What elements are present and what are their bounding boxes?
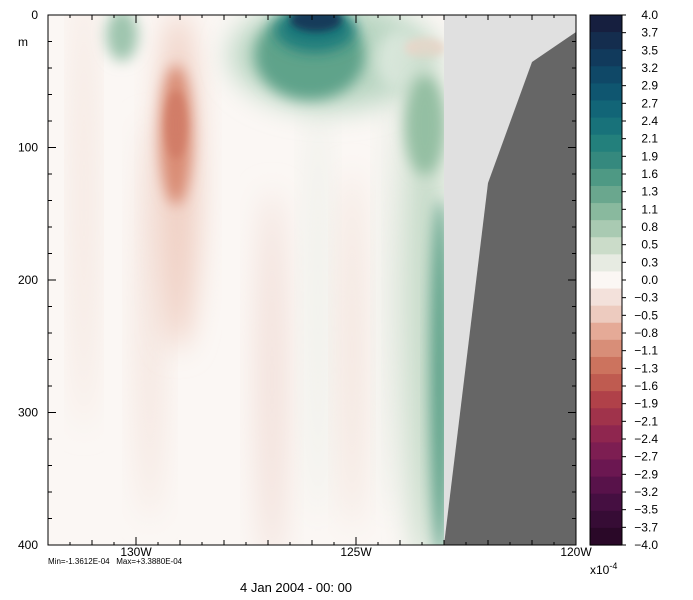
date-label: 4 Jan 2004 - 00: 00 [240,580,352,595]
field-streak [380,80,400,520]
colorbar-label: 0.8 [641,220,658,234]
field-column-top [405,75,445,175]
colorbar-label: 1.9 [641,149,658,163]
colorbar-segment [590,459,622,478]
colorbar-label: 3.2 [641,61,658,75]
colorbar-segment [590,117,622,136]
field-streak [74,15,94,430]
colorbar-label: −1.1 [634,344,658,358]
field-positive-max [290,15,342,32]
colorbar-label: −3.7 [634,520,658,534]
y-tick-label: 0 [31,8,38,22]
colorbar-label: −2.9 [634,467,658,481]
field-streak [256,190,288,545]
colorbar-segment [590,356,622,375]
stats-label: Min=-1.3612E-04 Max=+3.3880E-04 [48,557,183,566]
colorbar-label: 0.5 [641,238,658,252]
colorbar-label: 2.9 [641,79,658,93]
colorbar-label: 0.3 [641,255,658,269]
colorbar-label: 1.1 [641,202,658,216]
y-axis: 0 100 200 300 400 [18,8,576,552]
field-streak [306,80,330,520]
x-axis: 130W 125W 120W [47,15,592,559]
colorbar-segment [590,271,622,290]
colorbar-exponent-base: x10 [590,563,610,577]
colorbar-segment [590,100,622,119]
colorbar-segment [590,288,622,307]
colorbar-label: −2.4 [634,432,658,446]
colorbar-label: 1.3 [641,185,658,199]
colorbar-label: 2.4 [641,114,658,128]
colorbar-label: −2.7 [634,450,658,464]
colorbar-label: −4.0 [634,538,658,552]
colorbar-label: −0.5 [634,308,658,322]
x-tick-label: 130W [120,545,152,559]
colorbar-segment [590,203,622,221]
colorbar-label: −0.3 [634,291,658,305]
colorbar-segment [590,237,622,255]
y-tick-label: 400 [18,538,38,552]
colorbar-label: 4.0 [641,8,658,22]
colorbar-segment [590,391,622,409]
y-tick-label: 200 [18,273,38,287]
y-tick-label: 300 [18,406,38,420]
colorbar-label: −3.2 [634,485,658,499]
plot-area [47,14,577,546]
field-streak [340,170,364,530]
colorbar-segment [590,442,622,461]
colorbar-label: 0.0 [641,273,658,287]
colorbar-segment [590,185,622,204]
colorbar-label: 2.1 [641,132,658,146]
colorbar-segment [590,510,622,529]
colorbar-segment [590,66,622,84]
colorbar-exponent: x10-4 [590,561,617,577]
colorbar-label: −1.9 [634,397,658,411]
colorbar-segment [590,151,622,170]
land-mask [444,32,576,545]
colorbar-label: 1.6 [641,167,658,181]
colorbar-segment [590,425,622,444]
colorbar-segment [590,322,622,341]
x-tick-label: 125W [340,545,372,559]
colorbar-segment [590,408,622,426]
colorbar-segment [590,32,622,50]
colorbar: 4.0 3.7 3.5 3.2 2.9 2.7 2.4 2.1 1.9 1.6 1.3 1.1 0.8 0… [589,8,658,552]
y-tick-label: 100 [18,141,38,155]
colorbar-label: −0.8 [634,326,658,340]
field-positive-left [106,15,138,61]
colorbar-label: 3.7 [641,26,658,40]
colorbar-segment [590,134,622,153]
colorbar-segment [590,15,622,33]
colorbar-label: −1.3 [634,361,658,375]
colorbar-label: 3.5 [641,43,658,57]
x-tick-label: 120W [560,545,592,559]
colorbar-segment [590,493,622,512]
colorbar-segment [590,254,622,273]
colorbar-segment [590,339,622,358]
colorbar-label: 2.7 [641,96,658,110]
colorbar-segment [590,220,622,238]
colorbar-segment [590,476,622,495]
colorbar-segment [590,374,622,392]
colorbar-segment [590,49,622,67]
colorbar-segment [590,305,622,324]
colorbar-label: −1.6 [634,379,658,393]
field-layer [74,15,450,545]
colorbar-segment [590,527,622,546]
colorbar-exponent-power: -4 [609,561,617,571]
colorbar-segment [590,83,622,102]
y-unit-label: m [18,35,28,49]
field-negative-max [166,91,186,159]
colorbar-label: −3.5 [634,503,658,517]
colorbar-segment [590,168,622,187]
colorbar-label: −2.1 [634,414,658,428]
